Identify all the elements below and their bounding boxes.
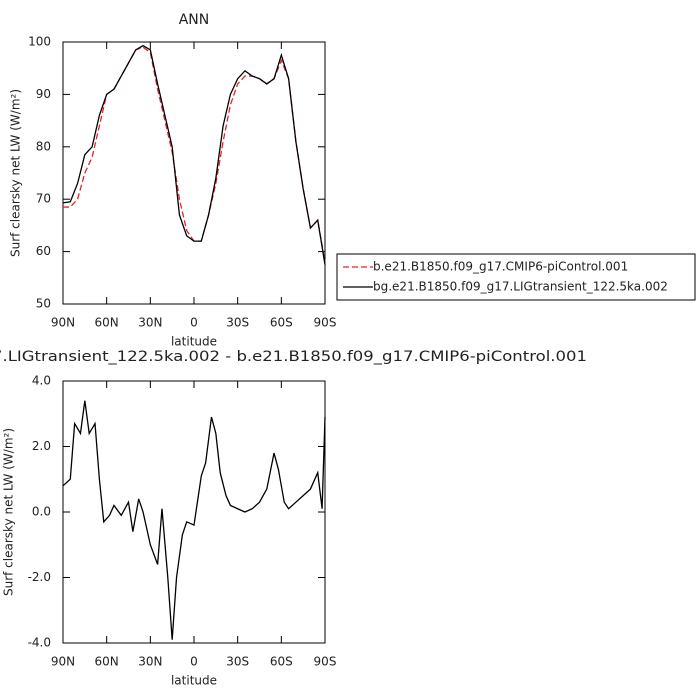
y-tick-label: 50 [36,297,51,311]
x-tick-label: 60N [95,316,119,330]
plot-frame [62,380,326,644]
x-axis-label: latitude [171,335,217,349]
y-tick-label: 2.0 [32,439,51,453]
x-tick-label: 90S [314,655,337,669]
x-tick-label: 90N [51,655,75,669]
x-tick-label: 30N [138,655,162,669]
x-axis-label: latitude [171,674,217,688]
y-tick-label: 100 [28,35,51,49]
x-tick-label: 30S [226,655,249,669]
x-tick-label: 30N [138,316,162,330]
y-tick-label: 0.0 [32,505,51,519]
y-axis-label: Surf clearsky net LW (W/m²) [2,428,16,596]
data-line [62,400,326,640]
y-tick-label: 90 [36,87,51,101]
x-tick-label: 60S [270,655,293,669]
y-tick-label: 60 [36,244,51,258]
y-tick-label: -4.0 [28,636,51,650]
y-axis-label: Surf clearsky net LW (W/m²) [9,89,23,257]
chart-title: ANN [179,12,210,28]
legend-label: b.e21.B1850.f09_g17.CMIP6-piControl.001 [373,260,628,274]
y-tick-label: 4.0 [32,374,51,388]
x-tick-label: 30S [226,316,249,330]
x-tick-label: 0 [190,655,198,669]
data-line [62,44,326,265]
y-tick-label: 80 [36,139,51,153]
x-tick-label: 0 [190,316,198,330]
chart-title: bg.e21.B1850.f09_g17.LIGtransient_122.5k… [0,349,587,365]
x-tick-label: 90N [51,316,75,330]
data-line [63,46,326,263]
legend-box [336,253,696,301]
plot-frame [62,41,326,305]
y-tick-label: 70 [36,192,51,206]
x-tick-label: 60N [95,655,119,669]
x-tick-label: 90S [314,316,337,330]
y-tick-label: -2.0 [28,570,51,584]
x-tick-label: 60S [270,316,293,330]
legend-label: bg.e21.B1850.f09_g17.LIGtransient_122.5k… [373,280,668,294]
